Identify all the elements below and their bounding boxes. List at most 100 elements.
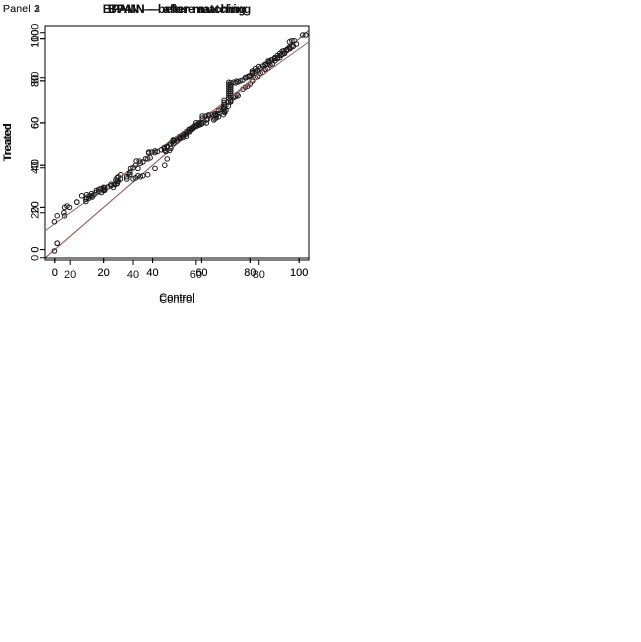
x-tick-label: 80 (244, 267, 256, 279)
data-point (164, 156, 171, 162)
x-tick-label: 60 (195, 267, 207, 279)
data-point (193, 119, 199, 126)
data-point (265, 58, 271, 64)
panel-2-label: Panel 2 (3, 3, 41, 15)
data-point (167, 141, 174, 147)
data-point (268, 56, 275, 63)
data-point (51, 248, 58, 254)
y-tick-label: 60 (30, 117, 42, 129)
data-point (196, 119, 202, 126)
x-tick-label: 20 (64, 269, 76, 281)
y-tick-label: 80 (30, 72, 42, 84)
data-point (127, 171, 133, 178)
data-point (281, 47, 287, 54)
data-point (161, 144, 168, 151)
data-point (51, 218, 58, 225)
x-axis-label: Control (159, 292, 194, 304)
data-point (152, 148, 158, 154)
data-point (101, 185, 108, 191)
data-point (127, 169, 133, 176)
data-point (149, 149, 155, 155)
y-tick-label: 40 (30, 159, 42, 171)
data-point (114, 180, 121, 187)
y-tick-label: 20 (30, 201, 42, 213)
data-point (86, 195, 92, 201)
data-point (111, 181, 117, 188)
y-tick-label: 40 (30, 159, 42, 171)
data-point (117, 176, 124, 182)
x-tick-label: 40 (146, 267, 158, 279)
y-tick-label: 0 (30, 247, 42, 253)
y-tick-label: 100 (30, 24, 42, 42)
data-point (161, 162, 168, 168)
data-point (54, 240, 61, 247)
y-axis-label: Treated (2, 124, 14, 162)
y-axis-label: Treated (2, 123, 14, 161)
data-point (183, 133, 190, 140)
data-point (205, 112, 212, 118)
data-point (255, 63, 262, 70)
data-point (152, 165, 158, 172)
y-tick-label: 20 (30, 201, 42, 213)
panel-1-label: Panel 1 (3, 3, 41, 15)
data-point (130, 164, 136, 171)
data-point (133, 158, 139, 164)
y-tick-label: 100 (30, 29, 42, 47)
data-point (73, 199, 80, 205)
data-point (145, 149, 152, 155)
data-point (233, 78, 240, 84)
data-point (230, 79, 237, 86)
data-point (61, 209, 67, 216)
y-axis-label: Treated (2, 123, 14, 161)
data-point (101, 187, 108, 194)
panel-3-label: Panel 3 (3, 3, 41, 15)
y-tick-label: 20 (30, 207, 42, 219)
data-point (284, 46, 290, 53)
y-tick-label: 60 (30, 117, 42, 129)
x-tick-label: 60 (190, 269, 202, 281)
y-tick-label: 40 (30, 162, 42, 174)
plot-title: BPAIN — after matching (108, 2, 246, 16)
data-point (89, 194, 95, 200)
data-point (215, 110, 221, 117)
data-point (61, 213, 68, 219)
data-point (86, 193, 92, 199)
x-tick-label: 40 (146, 267, 158, 279)
data-point (177, 135, 183, 142)
x-axis-label: Control (159, 294, 194, 306)
x-tick-label: 20 (98, 267, 110, 279)
data-point (221, 97, 227, 104)
plot-title: BPAIN — after matching (108, 2, 246, 16)
identity-reference-line (44, 29, 310, 259)
x-tick-label: 20 (98, 267, 110, 279)
plot-title: BPAIN — before matching (103, 2, 251, 16)
data-point (293, 41, 300, 47)
identity-reference-line (44, 41, 310, 232)
data-point (186, 128, 193, 135)
data-point (54, 213, 61, 219)
data-point (221, 99, 227, 106)
data-point (281, 50, 287, 56)
data-point (123, 176, 130, 182)
x-tick-label: 80 (244, 267, 256, 279)
data-point (246, 73, 253, 80)
data-point (303, 32, 309, 38)
data-point (243, 74, 249, 81)
data-point (83, 196, 89, 203)
y-tick-label: 80 (30, 75, 42, 87)
data-point (108, 182, 114, 189)
y-tick-label: 80 (30, 75, 42, 87)
data-point (171, 137, 177, 144)
x-tick-label: 60 (195, 267, 207, 279)
plot-box (44, 25, 310, 261)
data-point (289, 37, 295, 44)
data-point (199, 113, 205, 119)
data-point (64, 203, 70, 209)
x-tick-label: 40 (127, 269, 139, 281)
data-point (203, 120, 210, 126)
x-axis-label: Control (159, 292, 194, 304)
y-tick-label: 60 (30, 117, 42, 129)
x-tick-label: 80 (253, 269, 265, 281)
data-point (215, 113, 222, 120)
